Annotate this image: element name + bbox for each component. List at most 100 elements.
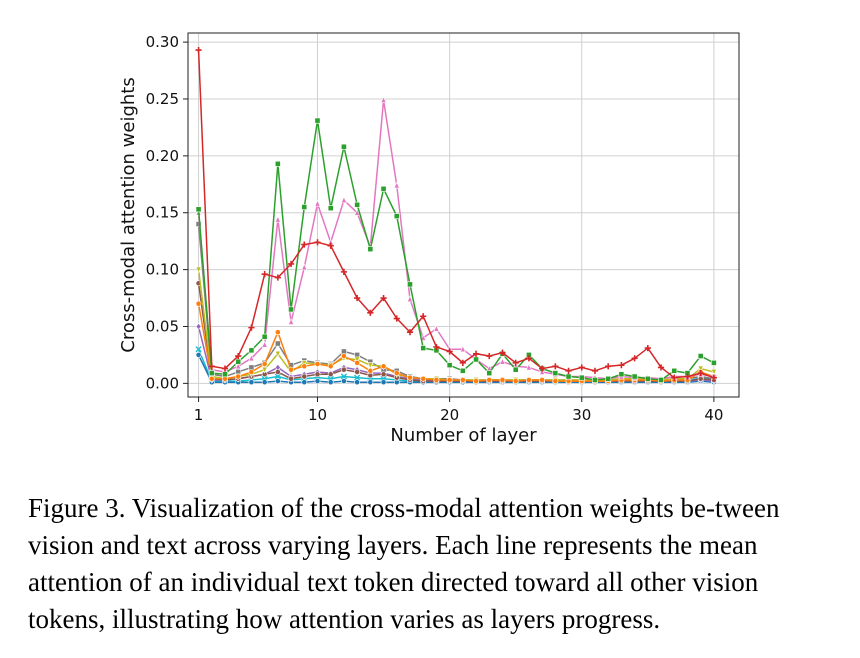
data-point xyxy=(288,366,294,373)
data-point xyxy=(393,370,400,377)
data-point xyxy=(565,367,572,374)
data-point xyxy=(367,246,374,253)
data-point xyxy=(287,260,295,268)
data-point xyxy=(367,367,374,374)
data-point xyxy=(552,363,559,370)
series-line xyxy=(197,119,715,381)
data-point xyxy=(354,369,361,375)
data-point xyxy=(248,324,255,331)
y-tick-label: 0.25 xyxy=(146,90,179,108)
series-line xyxy=(197,269,715,381)
data-point xyxy=(710,369,717,376)
data-point xyxy=(235,352,242,360)
data-point xyxy=(274,369,281,375)
data-point xyxy=(248,354,255,362)
data-point xyxy=(486,352,493,360)
data-point xyxy=(565,373,572,380)
data-point xyxy=(195,352,202,358)
x-tick-label: 40 xyxy=(704,406,723,424)
data-point xyxy=(578,374,585,381)
series-line xyxy=(197,283,714,382)
data-point xyxy=(446,348,453,355)
figure-caption: Figure 3. Visualization of the cross-mod… xyxy=(28,493,780,634)
axis-ticks: 1 10 20 30 40 0.00 0.05 0.10 0.15 0.20 0.25 0.30 xyxy=(146,33,724,424)
data-point xyxy=(552,370,559,377)
data-point xyxy=(314,371,321,378)
data-point xyxy=(499,377,506,383)
data-point xyxy=(684,373,691,380)
data-point xyxy=(472,350,480,357)
data-point xyxy=(433,324,440,332)
data-point xyxy=(195,322,202,331)
series-layer xyxy=(195,46,717,386)
data-point xyxy=(235,362,242,370)
data-point xyxy=(433,343,440,351)
data-point xyxy=(552,378,559,384)
data-point xyxy=(512,359,519,366)
data-point xyxy=(340,268,348,275)
data-point xyxy=(406,329,414,336)
data-point xyxy=(697,353,704,359)
data-point xyxy=(314,117,321,124)
data-point xyxy=(261,271,268,278)
y-tick-label: 0.10 xyxy=(146,261,179,279)
data-point xyxy=(697,370,704,377)
y-tick-label: 0.30 xyxy=(146,33,179,51)
y-tick-label: 0.05 xyxy=(146,317,179,335)
data-point xyxy=(525,355,533,362)
x-tick-label: 10 xyxy=(308,406,327,424)
data-point xyxy=(261,333,268,340)
data-point xyxy=(671,367,678,374)
data-point xyxy=(499,349,506,356)
series-0 xyxy=(195,46,717,381)
data-point xyxy=(274,373,281,380)
y-tick-label: 0.15 xyxy=(146,204,179,222)
data-point xyxy=(341,366,347,373)
data-point xyxy=(592,377,598,383)
data-point xyxy=(354,294,361,302)
data-point xyxy=(274,350,281,358)
series-line xyxy=(197,50,715,379)
y-tick-label: 0.20 xyxy=(146,147,179,165)
data-point xyxy=(314,378,321,384)
grid-lines xyxy=(188,33,739,397)
data-point xyxy=(591,367,599,374)
data-point xyxy=(393,315,400,322)
data-point xyxy=(367,379,374,386)
data-point xyxy=(314,199,321,207)
data-point xyxy=(380,294,387,302)
data-point xyxy=(644,375,651,382)
data-point xyxy=(274,160,281,167)
data-point xyxy=(605,363,612,370)
series-3 xyxy=(195,300,717,384)
data-point xyxy=(618,362,625,369)
data-point xyxy=(274,215,281,223)
data-point xyxy=(261,340,268,348)
data-point xyxy=(288,317,295,325)
data-point xyxy=(208,363,215,370)
data-point xyxy=(195,46,202,54)
data-point xyxy=(407,374,413,381)
data-point xyxy=(248,369,255,375)
data-point xyxy=(671,374,678,381)
data-point xyxy=(354,208,361,216)
data-point xyxy=(367,362,374,370)
data-point xyxy=(195,346,202,353)
series-line xyxy=(197,354,714,383)
data-point xyxy=(446,377,453,383)
data-point xyxy=(459,377,466,383)
series-line xyxy=(197,303,715,382)
data-point xyxy=(274,378,281,384)
data-point xyxy=(327,379,334,386)
data-point xyxy=(261,361,268,367)
x-tick-label: 1 xyxy=(194,406,204,424)
data-point xyxy=(407,281,413,288)
x-tick-label: 20 xyxy=(440,406,459,424)
data-point xyxy=(380,379,387,386)
data-point xyxy=(354,359,361,366)
data-point xyxy=(393,213,400,220)
series-4 xyxy=(195,266,717,384)
data-point xyxy=(380,363,387,370)
data-point xyxy=(314,361,321,367)
data-point xyxy=(539,365,546,372)
